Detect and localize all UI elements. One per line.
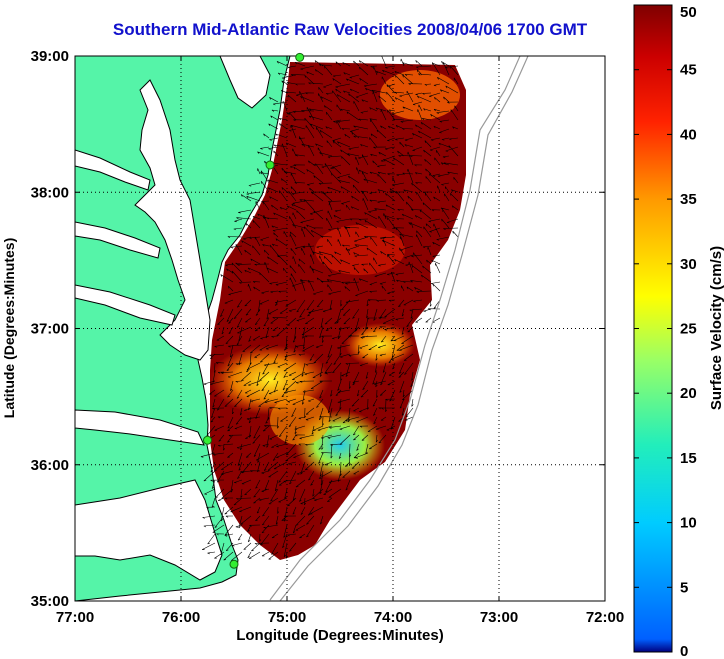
x-tick-label: 72:00 — [586, 609, 624, 626]
radar-site-marker — [203, 435, 212, 445]
velocity-patch-north — [380, 70, 460, 120]
velocity-field — [210, 62, 466, 560]
colorbar-tick-label: 40 — [680, 126, 697, 143]
colorbar-tick-label: 25 — [680, 321, 697, 338]
map-grid — [75, 56, 605, 601]
radar-sites — [203, 52, 305, 569]
x-tick-label: 77:00 — [56, 609, 94, 626]
colorbar-tick-label: 15 — [680, 450, 697, 467]
colorbar-tick-label: 50 — [680, 4, 697, 21]
colorbar-tick-label: 35 — [680, 191, 697, 208]
shelf-contour-inner — [269, 56, 521, 601]
vector-arrows — [200, 56, 459, 561]
y-axis: 35:00 36:00 37:00 38:00 39:00 — [31, 48, 605, 610]
y-tick-label: 39:00 — [31, 48, 69, 65]
colorbar-tick-label: 20 — [680, 385, 697, 402]
radar-site-marker — [229, 559, 239, 569]
colorbar-tick-label: 5 — [680, 579, 688, 596]
x-tick-label: 73:00 — [480, 609, 518, 626]
y-tick-label: 37:00 — [31, 321, 69, 338]
x-tick-label: 75:00 — [268, 609, 306, 626]
pamlico-sound — [75, 479, 223, 581]
velocity-patch-central — [315, 225, 405, 275]
colorbar-tick-label: 0 — [680, 643, 688, 659]
velocity-patch-orange — [270, 395, 330, 445]
x-tick-label: 74:00 — [374, 609, 412, 626]
colorbar-tick-label: 10 — [680, 515, 697, 532]
western-rivers — [75, 149, 176, 326]
colorbar-label: Surface Velocity (cm/s) — [708, 246, 724, 410]
colorbar — [633, 4, 673, 653]
radar-site-marker — [295, 52, 305, 62]
y-tick-label: 38:00 — [31, 184, 69, 201]
x-axis: 77:00 76:00 75:00 74:00 73:00 72:00 — [56, 56, 624, 626]
map-title: Southern Mid-Atlantic Raw Velocities 200… — [112, 20, 588, 39]
albemarle-sound — [75, 409, 205, 446]
radar-site-marker — [265, 160, 275, 170]
y-tick-label: 35:00 — [31, 593, 69, 610]
colorbar-tick-label: 45 — [680, 62, 697, 79]
delaware-bay — [219, 56, 271, 109]
velocity-vectors — [200, 56, 459, 561]
x-tick-label: 76:00 — [162, 609, 200, 626]
x-axis-label: Longitude (Degrees:Minutes) — [236, 627, 444, 644]
colorbar-ticks: 0 5 10 15 20 25 30 35 40 45 50 — [634, 4, 697, 659]
colorbar-tick-label: 30 — [680, 256, 697, 273]
y-axis-label: Latitude (Degrees:Minutes) — [1, 238, 17, 418]
shelf-contour-outer — [279, 56, 529, 601]
chesapeake-bay — [134, 79, 211, 361]
y-tick-label: 36:00 — [31, 457, 69, 474]
